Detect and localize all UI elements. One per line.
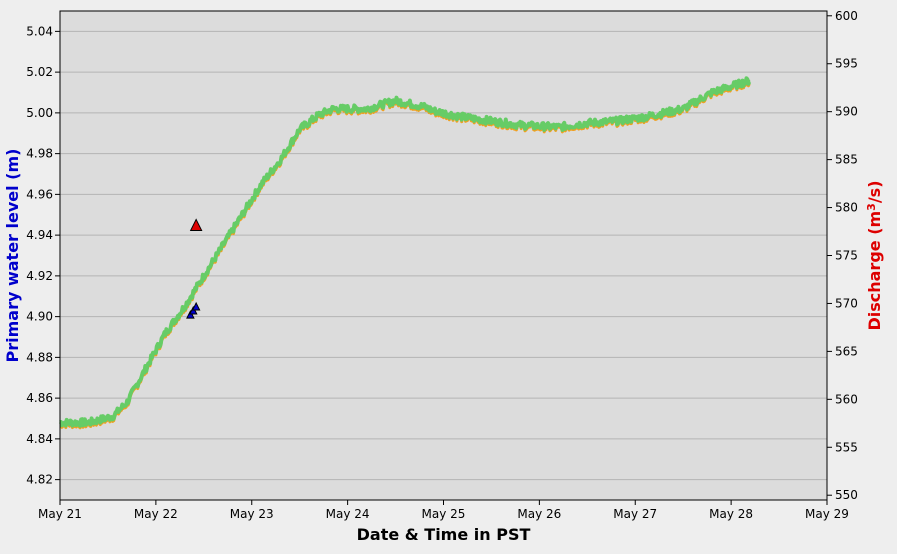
x-axis-tick-label: May 25 bbox=[422, 507, 466, 521]
right-axis-tick-label: 575 bbox=[835, 249, 858, 263]
x-axis-tick-label: May 24 bbox=[326, 507, 370, 521]
x-axis-tick-label: May 28 bbox=[709, 507, 753, 521]
plot-area bbox=[60, 11, 827, 500]
left-axis-tick-label: 4.90 bbox=[26, 310, 53, 324]
x-axis-tick-label: May 23 bbox=[230, 507, 274, 521]
level-measurement-marker bbox=[191, 301, 201, 311]
right-axis-tick-label: 585 bbox=[835, 153, 858, 167]
left-axis-tick-label: 4.88 bbox=[26, 350, 53, 364]
right-axis-tick-label: 600 bbox=[835, 9, 858, 23]
x-axis-title: Date & Time in PST bbox=[357, 525, 531, 544]
right-axis-tick-label: 580 bbox=[835, 201, 858, 215]
right-axis-tick-label: 555 bbox=[835, 440, 858, 454]
x-axis-tick-label: May 21 bbox=[38, 507, 82, 521]
level-measurement-marker bbox=[188, 305, 198, 315]
series-layer bbox=[59, 76, 752, 430]
left-axis-tick-label: 5.00 bbox=[26, 106, 53, 120]
left-axis-tick-label: 4.92 bbox=[26, 269, 53, 283]
right-axis-tick-label: 565 bbox=[835, 344, 858, 358]
right-axis-title-tail: /s) bbox=[865, 180, 884, 203]
x-axis-tick-label: May 29 bbox=[805, 507, 849, 521]
left-axis-tick-label: 5.02 bbox=[26, 65, 53, 79]
left-axis-title: Primary water level (m) bbox=[3, 149, 22, 363]
x-axis-tick-label: May 22 bbox=[134, 507, 178, 521]
right-axis-tick-label: 560 bbox=[835, 392, 858, 406]
axes: 4.82 4.84 4.86 4.88 4.90 4.92 4.94 4.96 4.98 5.00… bbox=[26, 9, 858, 521]
x-axis-tick-label: May 27 bbox=[613, 507, 657, 521]
left-axis-tick-label: 4.86 bbox=[26, 391, 53, 405]
x-axis-tick-label: May 26 bbox=[517, 507, 561, 521]
right-axis-title-superscript: 3 bbox=[865, 203, 878, 211]
right-axis-tick-label: 595 bbox=[835, 57, 858, 71]
right-axis-title-main: Discharge (m bbox=[865, 211, 884, 331]
right-axis-tick-label: 550 bbox=[835, 488, 858, 502]
level-measurement-marker bbox=[186, 309, 195, 319]
left-axis-tick-label: 5.04 bbox=[26, 24, 53, 38]
right-axis-tick-label: 590 bbox=[835, 105, 858, 119]
water-level-series-line bbox=[59, 76, 752, 428]
left-axis-tick-label: 4.82 bbox=[26, 473, 53, 487]
left-axis-tick-label: 4.94 bbox=[26, 228, 53, 242]
left-axis-tick-label: 4.96 bbox=[26, 187, 53, 201]
right-axis-tick-label: 570 bbox=[835, 296, 858, 310]
marker-layer bbox=[186, 218, 203, 319]
discharge-measurement-marker bbox=[189, 218, 203, 231]
left-axis-tick-label: 4.84 bbox=[26, 432, 53, 446]
left-axis-tick-label: 4.98 bbox=[26, 147, 53, 161]
right-axis-title: Discharge (m3/s) bbox=[865, 180, 884, 330]
